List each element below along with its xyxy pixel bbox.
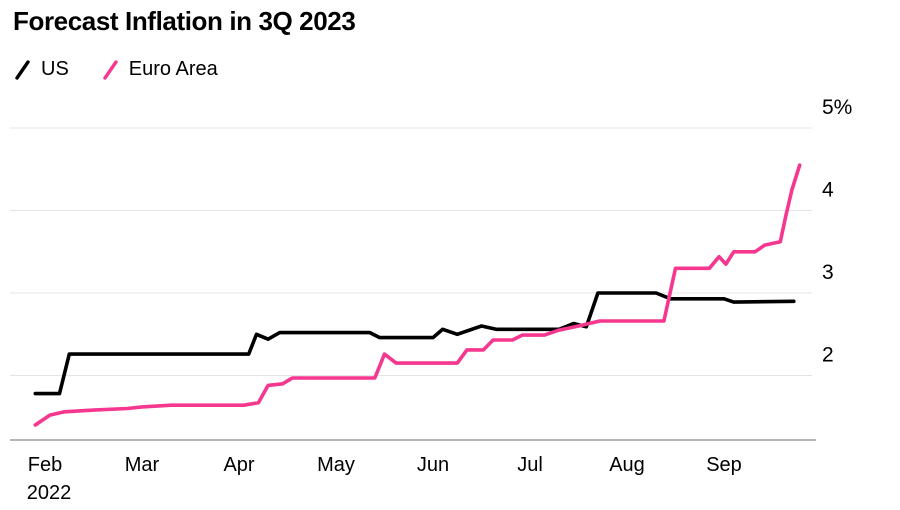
- y-tick-label: 5%: [822, 96, 852, 119]
- x-tick-label: Jun: [417, 454, 449, 476]
- legend-label-us: US: [41, 58, 69, 80]
- us-legend-slash-line: [15, 59, 30, 80]
- euro-area-legend-slash-line: [103, 59, 118, 80]
- euro-area-legend-slash-icon: [103, 59, 118, 80]
- y-tick-label: 3: [822, 261, 834, 284]
- x-tick-label: Jul: [517, 454, 543, 476]
- y-tick-label: 2: [822, 344, 834, 367]
- legend-label-euro-area: Euro Area: [128, 58, 218, 80]
- x-axis-year-label: 2022: [27, 482, 72, 504]
- us-line: [33, 291, 796, 396]
- legend-item-euro-area: Euro Area: [101, 58, 218, 81]
- x-tick-label: Mar: [125, 454, 160, 476]
- x-tick-label: Feb: [28, 454, 62, 476]
- x-tick-label: Apr: [223, 454, 254, 476]
- x-tick-label: Sep: [706, 454, 742, 476]
- legend: US Euro Area: [13, 58, 218, 81]
- y-tick-label: 4: [822, 179, 834, 202]
- x-tick-label: May: [317, 454, 355, 476]
- us-legend-slash-icon: [15, 59, 30, 80]
- euro-area-line: [33, 163, 802, 427]
- x-tick-label: Aug: [609, 454, 645, 476]
- chart-title: Forecast Inflation in 3Q 2023: [13, 6, 356, 36]
- legend-item-us: US: [13, 58, 69, 81]
